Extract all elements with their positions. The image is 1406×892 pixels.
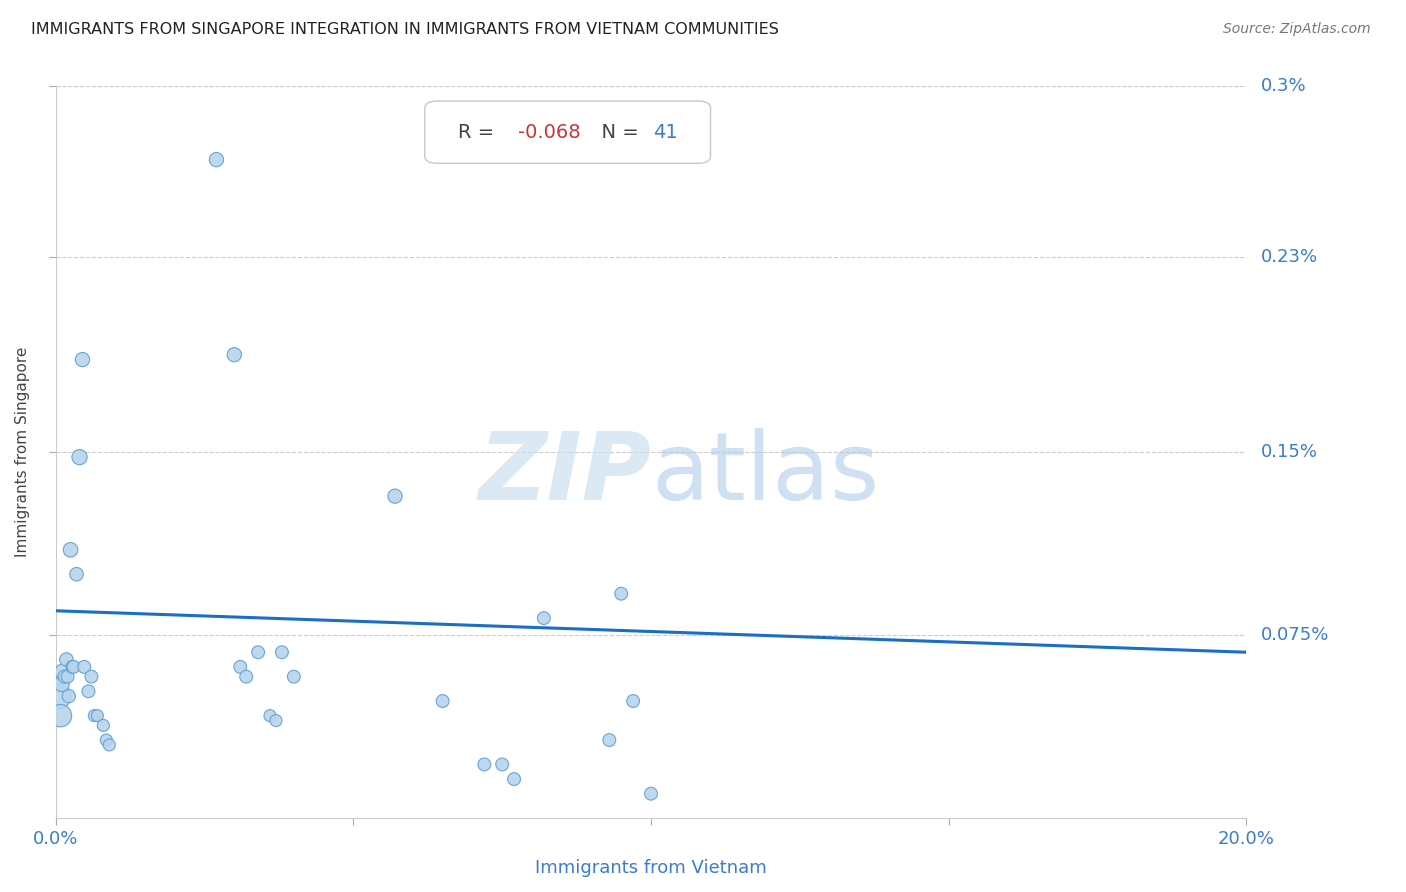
Point [51, 677, 73, 691]
Point [65, 567, 87, 582]
Point [60, 660, 83, 674]
Y-axis label: Immigrants from Singapore: Immigrants from Singapore [15, 347, 30, 558]
Point [83, 708, 105, 723]
Point [384, 489, 406, 503]
Point [48, 689, 70, 703]
Point [98, 738, 121, 752]
Point [271, 645, 294, 659]
Point [598, 733, 620, 747]
Point [235, 670, 257, 684]
Point [56, 670, 79, 684]
Point [432, 694, 454, 708]
Point [91, 718, 114, 732]
Point [472, 757, 495, 772]
Point [283, 670, 305, 684]
Point [53, 670, 76, 684]
Point [69, 450, 91, 464]
Point [86, 708, 108, 723]
Point [80, 670, 103, 684]
Text: R =: R = [458, 123, 501, 142]
Text: -0.068: -0.068 [517, 123, 581, 142]
FancyBboxPatch shape [425, 101, 710, 163]
Text: 0.3%: 0.3% [1261, 78, 1306, 95]
Point [205, 153, 228, 167]
Point [73, 660, 96, 674]
Text: 41: 41 [654, 123, 678, 142]
Point [62, 660, 84, 674]
Point [264, 714, 287, 728]
Point [259, 708, 281, 723]
Point [503, 772, 526, 786]
Point [640, 787, 662, 801]
Point [533, 611, 555, 625]
Point [49, 708, 72, 723]
Text: N =: N = [589, 123, 645, 142]
Point [58, 689, 80, 703]
Text: 0.075%: 0.075% [1261, 626, 1329, 644]
X-axis label: Immigrants from Vietnam: Immigrants from Vietnam [536, 859, 766, 877]
Point [52, 665, 75, 679]
Text: ZIP: ZIP [478, 428, 651, 520]
Text: 0.15%: 0.15% [1261, 443, 1317, 461]
Point [55, 652, 77, 666]
Text: 0.23%: 0.23% [1261, 248, 1317, 266]
Point [229, 660, 252, 674]
Point [610, 587, 633, 601]
Point [96, 733, 118, 747]
Point [491, 757, 513, 772]
Point [72, 352, 94, 367]
Text: Source: ZipAtlas.com: Source: ZipAtlas.com [1223, 22, 1371, 37]
Text: atlas: atlas [651, 428, 879, 520]
Point [77, 684, 100, 698]
Point [247, 645, 270, 659]
Point [621, 694, 644, 708]
Point [224, 348, 246, 362]
Text: IMMIGRANTS FROM SINGAPORE INTEGRATION IN IMMIGRANTS FROM VIETNAM COMMUNITIES: IMMIGRANTS FROM SINGAPORE INTEGRATION IN… [31, 22, 779, 37]
Point [59, 542, 82, 557]
